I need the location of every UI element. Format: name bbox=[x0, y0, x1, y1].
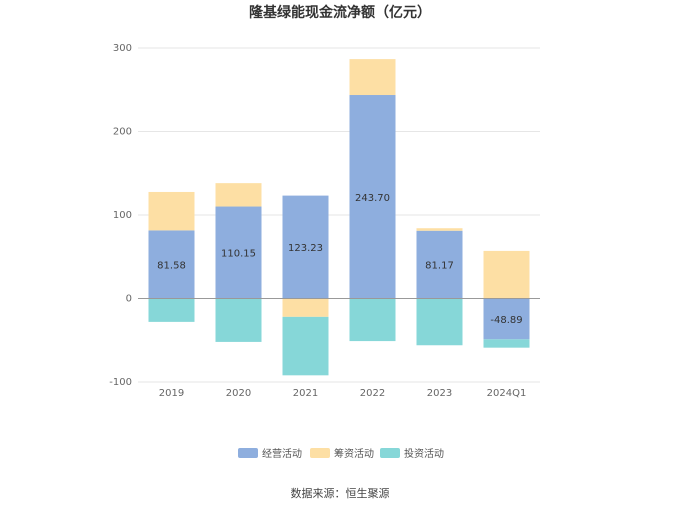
x-tick-label: 2024Q1 bbox=[487, 388, 527, 399]
bar-segment bbox=[349, 59, 396, 96]
legend-swatch bbox=[380, 448, 400, 458]
bar-segment bbox=[416, 228, 463, 231]
y-axis: -100 0 100 200 300 bbox=[109, 43, 132, 388]
data-label: 243.70 bbox=[355, 193, 390, 204]
bar-segment bbox=[215, 206, 262, 299]
legend-swatch bbox=[310, 448, 330, 458]
y-tick-label: 0 bbox=[126, 294, 132, 305]
bar-segment bbox=[215, 298, 262, 342]
y-tick-label: 100 bbox=[113, 210, 132, 221]
x-tick-label: 2021 bbox=[293, 388, 318, 399]
chart-title: 隆基绿能现金流净额（亿元） bbox=[249, 4, 431, 21]
x-tick-label: 2022 bbox=[360, 388, 385, 399]
x-tick-label: 2019 bbox=[159, 388, 184, 399]
legend-label: 筹资活动 bbox=[334, 447, 374, 460]
y-tick-label: 300 bbox=[113, 43, 132, 54]
x-axis: 2019 2020 2021 2022 2023 2024Q1 bbox=[159, 388, 527, 399]
bars bbox=[148, 59, 530, 376]
bar-segment bbox=[282, 195, 329, 299]
bar-segment bbox=[416, 298, 463, 346]
y-tick-label: 200 bbox=[113, 127, 132, 138]
bar-segment bbox=[148, 191, 195, 231]
bar-segment bbox=[349, 298, 396, 342]
bar-segment bbox=[416, 230, 463, 299]
data-label: -48.89 bbox=[490, 315, 522, 326]
grid-lines bbox=[138, 47, 540, 383]
legend-swatch bbox=[238, 448, 258, 458]
x-tick-label: 2023 bbox=[427, 388, 452, 399]
bar-segment bbox=[483, 339, 530, 348]
data-label: 81.17 bbox=[425, 261, 454, 272]
bar-segment bbox=[483, 250, 530, 299]
bar-segment bbox=[215, 183, 262, 207]
bar-segment bbox=[282, 316, 329, 376]
legend-label: 经营活动 bbox=[262, 447, 302, 460]
x-tick-label: 2020 bbox=[226, 388, 251, 399]
y-tick-label: -100 bbox=[109, 377, 132, 388]
bar-segment bbox=[282, 298, 329, 317]
data-label: 110.15 bbox=[221, 249, 256, 260]
data-label: 123.23 bbox=[288, 243, 323, 254]
legend: 经营活动 筹资活动 投资活动 bbox=[238, 447, 444, 460]
bar-segment bbox=[483, 298, 530, 340]
bar-segment bbox=[148, 298, 195, 322]
source-note: 数据来源：恒生聚源 bbox=[291, 486, 390, 500]
bar-segment bbox=[148, 230, 195, 299]
data-labels: 81.58 110.15 123.23 243.70 81.17 -48.89 bbox=[157, 193, 522, 326]
legend-label: 投资活动 bbox=[404, 447, 444, 460]
data-label: 81.58 bbox=[157, 260, 186, 271]
bar-segment bbox=[349, 95, 396, 299]
